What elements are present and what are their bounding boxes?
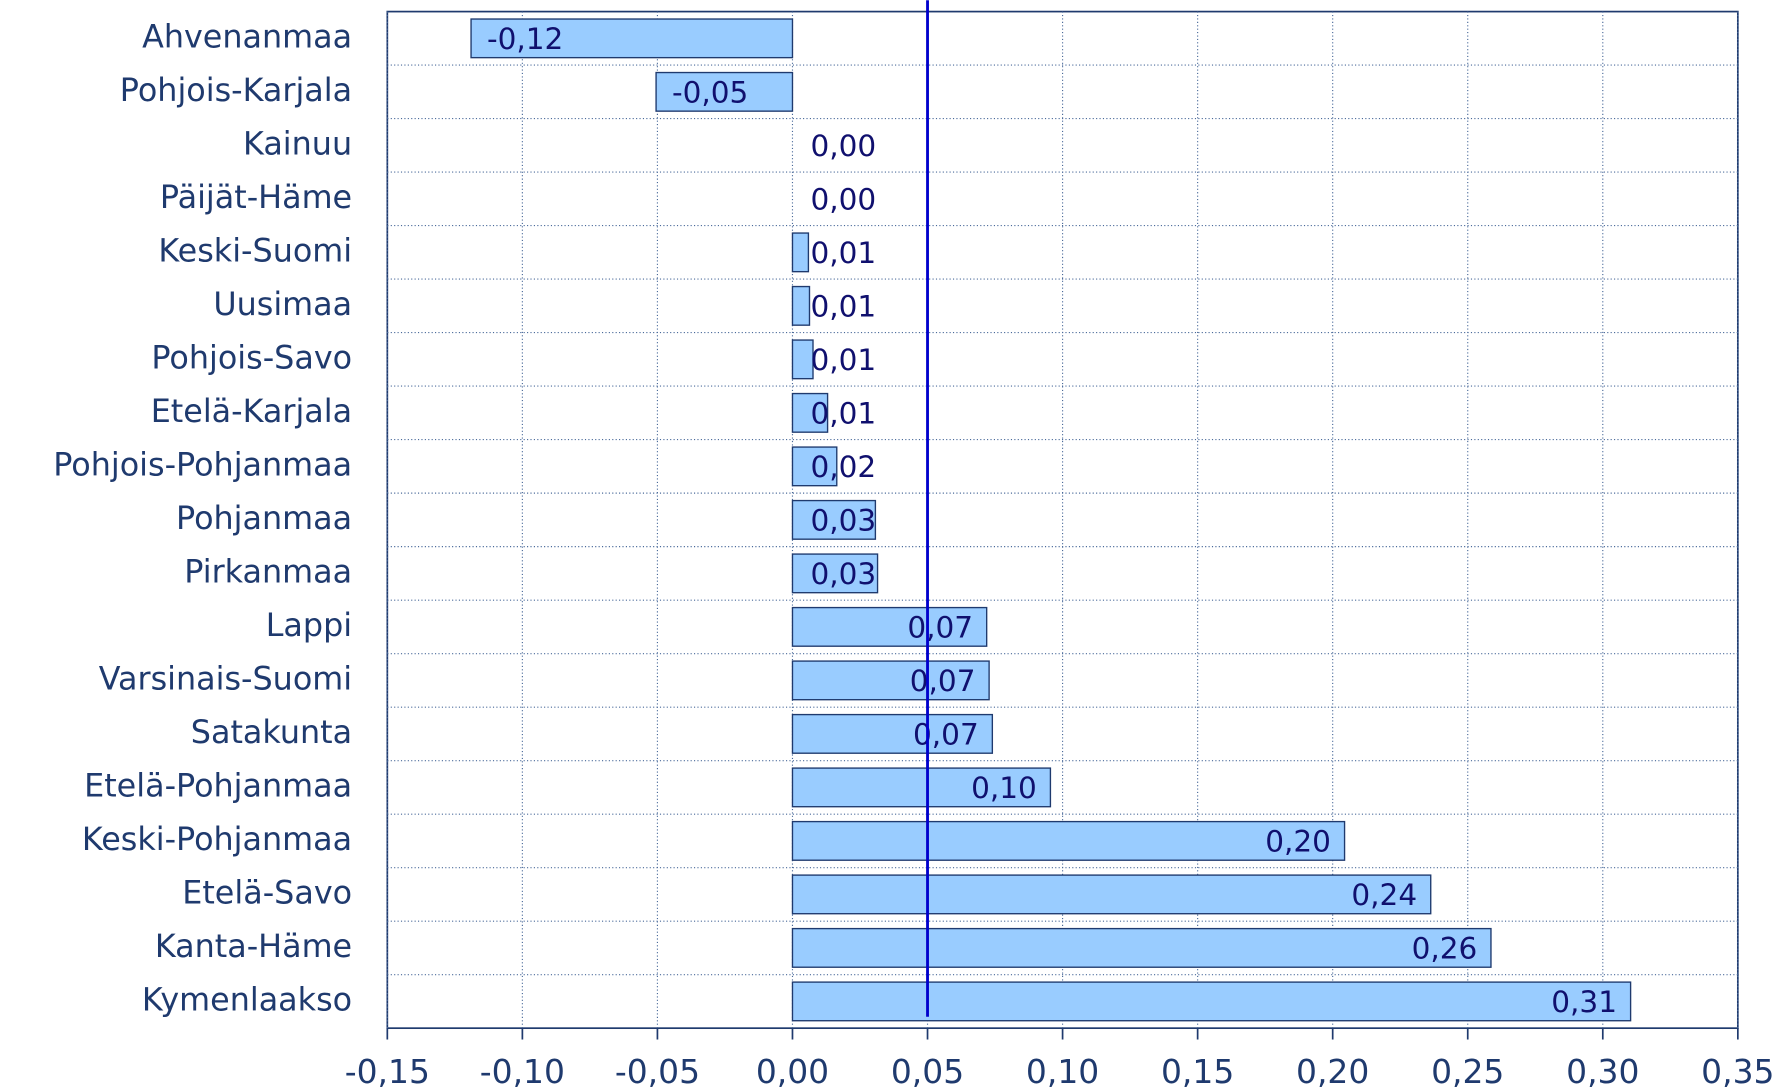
bar xyxy=(791,874,1432,915)
x-tick-label: 0,20 xyxy=(1296,1052,1369,1091)
value-label: 0,07 xyxy=(910,664,976,698)
x-tick-label: 0,35 xyxy=(1701,1052,1774,1091)
category-label: Pohjois-Pohjanmaa xyxy=(53,446,352,483)
value-label: -0,05 xyxy=(672,76,748,110)
category-label: Uusimaa xyxy=(213,286,352,323)
category-label: Ahvenanmaa xyxy=(142,18,352,55)
bar xyxy=(791,713,994,754)
value-label: 0,01 xyxy=(810,290,876,324)
category-label: Etelä-Savo xyxy=(182,874,352,911)
x-tick-label: -0,10 xyxy=(480,1052,565,1091)
value-label: 0,01 xyxy=(810,397,876,431)
value-label: 0,02 xyxy=(810,450,876,484)
value-label: 0,07 xyxy=(907,611,973,645)
value-label: 0,10 xyxy=(971,771,1037,805)
value-label: 0,00 xyxy=(810,183,876,217)
category-label: Lappi xyxy=(266,607,352,644)
category-label: Keski-Pohjanmaa xyxy=(82,821,352,858)
category-label: Pohjois-Karjala xyxy=(120,72,352,109)
category-label: Kainuu xyxy=(243,125,352,162)
value-label: 0,31 xyxy=(1551,985,1617,1019)
x-tick-label: -0,05 xyxy=(615,1052,700,1091)
category-label: Pirkanmaa xyxy=(184,553,352,590)
bar xyxy=(791,446,838,487)
value-label: 0,03 xyxy=(810,557,876,591)
x-tick-label: 0,05 xyxy=(891,1052,964,1091)
bar xyxy=(791,553,879,594)
value-label: 0,07 xyxy=(913,718,979,752)
category-label: Kanta-Häme xyxy=(155,928,352,965)
category-label: Varsinais-Suomi xyxy=(99,660,352,697)
category-label: Etelä-Karjala xyxy=(151,393,352,430)
bar xyxy=(791,285,811,326)
category-label: Kymenlaakso xyxy=(142,981,352,1018)
x-tick-label: 0,25 xyxy=(1431,1052,1504,1091)
bar xyxy=(791,606,988,647)
bar xyxy=(791,499,877,540)
value-label: 0,03 xyxy=(810,504,876,538)
category-label: Etelä-Pohjanmaa xyxy=(84,767,352,804)
category-label: Satakunta xyxy=(191,714,352,751)
value-label: 0,01 xyxy=(810,343,876,377)
category-label: Keski-Suomi xyxy=(158,232,352,269)
category-label: Päijät-Häme xyxy=(160,179,352,216)
bar xyxy=(791,820,1346,861)
bar xyxy=(791,339,814,380)
bar xyxy=(791,927,1492,968)
bar xyxy=(655,71,794,112)
category-label: Pohjois-Savo xyxy=(151,339,352,376)
value-label: 0,26 xyxy=(1412,932,1478,966)
bar xyxy=(791,981,1632,1022)
x-tick-label: 0,15 xyxy=(1161,1052,1234,1091)
bar xyxy=(470,18,794,59)
value-label: 0,01 xyxy=(810,236,876,270)
x-tick-label: 0,30 xyxy=(1566,1052,1639,1091)
value-label: 0,20 xyxy=(1265,825,1331,859)
value-label: 0,00 xyxy=(810,129,876,163)
value-label: 0,24 xyxy=(1351,878,1417,912)
category-label: Pohjanmaa xyxy=(176,500,352,537)
x-tick-label: 0,00 xyxy=(756,1052,829,1091)
x-tick-label: 0,10 xyxy=(1026,1052,1099,1091)
value-label: -0,12 xyxy=(487,22,563,56)
x-tick-label: -0,15 xyxy=(345,1052,430,1091)
bar xyxy=(791,232,810,273)
bar xyxy=(791,767,1052,808)
bar xyxy=(791,392,829,433)
bar xyxy=(791,660,990,701)
